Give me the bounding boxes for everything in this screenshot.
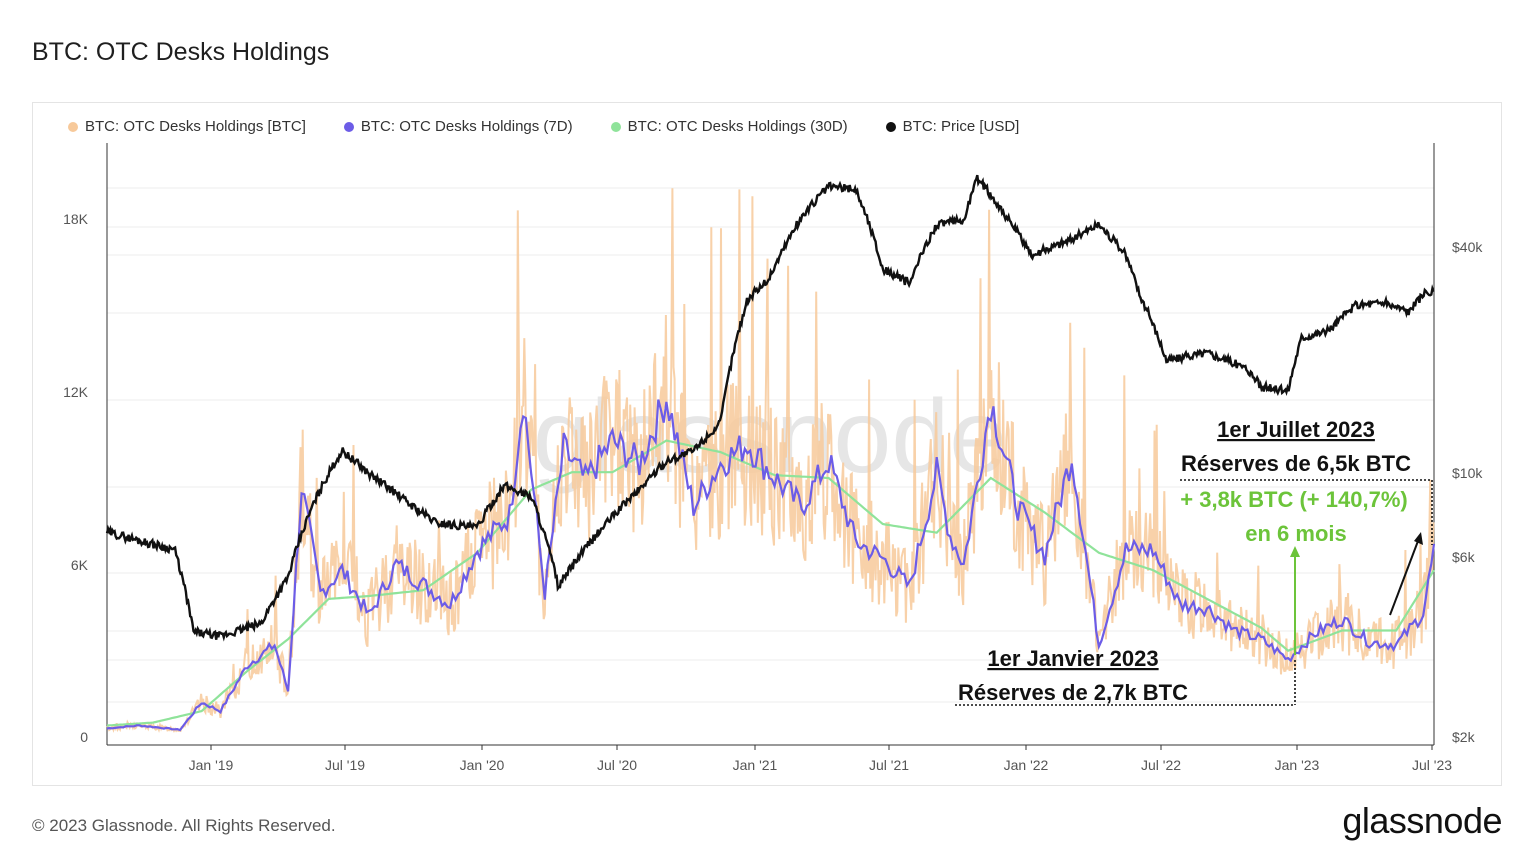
series-line-raw xyxy=(106,188,1435,733)
legend-item-7d[interactable]: BTC: OTC Desks Holdings (7D) xyxy=(343,118,573,135)
y-tick-label-right: $10k xyxy=(1452,465,1483,481)
x-tick-label: Jan '19 xyxy=(189,757,234,773)
x-tick-label: Jan '20 xyxy=(460,757,505,773)
x-tick-label: Jul '20 xyxy=(597,757,637,773)
y-tick-label-right: $6k xyxy=(1452,549,1476,565)
legend-label-7d: BTC: OTC Desks Holdings (7D) xyxy=(360,118,573,135)
annotation-jul-reserves: Réserves de 6,5k BTC xyxy=(1181,451,1411,476)
legend-swatch-7d xyxy=(343,121,354,132)
annotation-jan-title: 1er Janvier 2023 xyxy=(987,646,1158,671)
annotation-jul-title: 1er Juillet 2023 xyxy=(1217,417,1375,442)
glassnode-logo: glassnode xyxy=(1342,800,1502,841)
y-tick-label-left: 18K xyxy=(63,211,89,227)
chart-panel xyxy=(32,102,1502,786)
black-trend-arrow xyxy=(1389,540,1419,616)
legend-item-raw[interactable]: BTC: OTC Desks Holdings [BTC] xyxy=(68,118,306,135)
legend-swatch-30d xyxy=(610,121,621,132)
annotation-jan-reserves: Réserves de 2,7k BTC xyxy=(958,680,1188,705)
x-tick-label: Jan '22 xyxy=(1004,757,1049,773)
annotation-period: en 6 mois xyxy=(1245,521,1346,546)
annotation-change: + 3,8k BTC (+ 140,7%) xyxy=(1180,487,1407,512)
legend-swatch-raw xyxy=(68,121,78,132)
legend-label-30d: BTC: OTC Desks Holdings (30D) xyxy=(627,118,848,135)
y-tick-label-left: 0 xyxy=(80,729,88,745)
chart-title: BTC: OTC Desks Holdings xyxy=(32,38,330,66)
black-arrow-head xyxy=(1414,532,1423,545)
x-tick-label: Jul '19 xyxy=(325,757,365,773)
x-tick-label: Jan '23 xyxy=(1275,757,1320,773)
legend-label-raw: BTC: OTC Desks Holdings [BTC] xyxy=(85,118,306,135)
x-ticks xyxy=(210,745,1433,750)
x-tick-label: Jan '21 xyxy=(733,757,778,773)
series-line-price xyxy=(105,174,1435,642)
series-line-7d xyxy=(106,399,1436,732)
legend-swatch-price xyxy=(885,121,896,132)
legend-item-30d[interactable]: BTC: OTC Desks Holdings (30D) xyxy=(610,118,848,135)
series-line-30d xyxy=(106,439,1435,727)
legend: BTC: OTC Desks Holdings [BTC] BTC: OTC D… xyxy=(68,118,1019,135)
annotation-jul-2023: 1er Juillet 2023 Réserves de 6,5k BTC + … xyxy=(1180,417,1433,546)
x-tick-label: Jul '23 xyxy=(1412,757,1452,773)
y-tick-label-left: 12K xyxy=(63,384,89,400)
copyright: © 2023 Glassnode. All Rights Reserved. xyxy=(32,816,336,835)
green-arrow-head xyxy=(1290,546,1300,557)
y-tick-label-right: $2k xyxy=(1452,729,1476,745)
x-tick-label: Jul '22 xyxy=(1141,757,1181,773)
y-tick-label-right: $40k xyxy=(1452,239,1483,255)
y-tick-label-left: 6K xyxy=(71,557,89,573)
legend-label-price: BTC: Price [USD] xyxy=(902,118,1020,135)
legend-item-price[interactable]: BTC: Price [USD] xyxy=(885,118,1020,135)
x-tick-label: Jul '21 xyxy=(869,757,909,773)
annotation-jan-2023: 1er Janvier 2023 Réserves de 2,7k BTC xyxy=(955,646,1296,706)
